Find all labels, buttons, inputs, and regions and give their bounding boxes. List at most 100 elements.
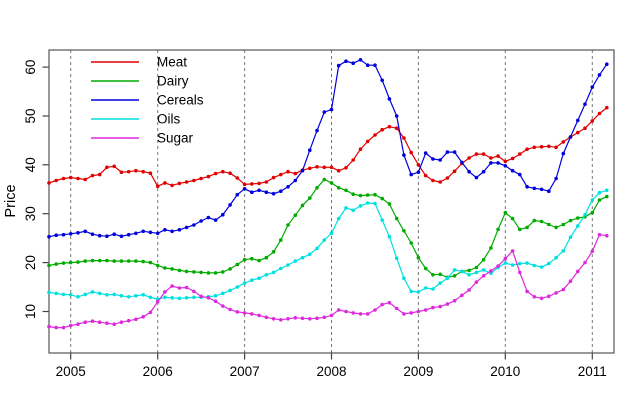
data-point-cereals (271, 191, 276, 196)
data-point-oils (163, 295, 167, 300)
data-point-meat (336, 168, 341, 173)
data-point-meat (68, 175, 73, 180)
data-point-dairy (438, 272, 443, 277)
data-point-sugar (358, 312, 363, 316)
data-point-oils (445, 276, 450, 281)
data-point-oils (409, 289, 414, 294)
data-point-oils (576, 224, 580, 228)
data-point-sugar (496, 264, 500, 268)
data-point-oils (126, 295, 131, 299)
data-point-meat (329, 165, 334, 170)
data-point-dairy (568, 218, 573, 223)
data-point-cereals (47, 234, 51, 239)
data-point-cereals (532, 186, 537, 191)
data-point-oils (119, 294, 124, 298)
data-point-meat (365, 139, 370, 144)
data-point-sugar (235, 310, 240, 314)
data-point-dairy (322, 177, 327, 182)
data-point-oils (293, 259, 298, 263)
data-point-cereals (452, 150, 457, 154)
data-point-sugar (68, 323, 73, 328)
data-point-oils (148, 295, 153, 300)
data-point-dairy (489, 246, 493, 250)
data-point-cereals (300, 168, 305, 173)
data-point-oils (416, 290, 421, 294)
data-point-oils (387, 234, 392, 239)
data-point-oils (257, 276, 261, 281)
series-sugar (47, 232, 609, 330)
data-point-cereals (481, 169, 486, 174)
data-point-meat (373, 133, 377, 137)
data-point-meat (112, 164, 116, 169)
data-point-sugar (329, 313, 334, 318)
x-tick-label-2011: 2011 (578, 364, 607, 379)
data-point-cereals (148, 230, 153, 235)
data-point-oils (547, 261, 551, 266)
y-tick-label-60: 60 (23, 60, 38, 75)
data-point-meat (97, 172, 102, 177)
legend-item-sugar: Sugar (91, 131, 194, 146)
data-point-meat (452, 169, 457, 173)
data-point-meat (423, 173, 428, 178)
data-point-oils (83, 292, 87, 297)
data-point-meat (518, 152, 522, 156)
data-point-sugar (184, 285, 189, 290)
legend-item-dairy: Dairy (91, 74, 189, 89)
legend-label-oils: Oils (157, 112, 180, 127)
data-point-dairy (539, 219, 544, 224)
data-point-sugar (61, 325, 66, 330)
data-point-dairy (518, 227, 522, 232)
data-point-dairy (380, 196, 385, 201)
data-point-cereals (141, 229, 145, 234)
data-point-cereals (423, 151, 428, 155)
data-point-dairy (300, 203, 305, 208)
data-point-dairy (192, 270, 196, 274)
data-point-sugar (452, 298, 457, 303)
data-point-sugar (525, 289, 529, 294)
data-point-meat (257, 181, 261, 186)
data-point-cereals (344, 59, 348, 63)
data-point-dairy (126, 259, 131, 263)
data-point-sugar (170, 284, 174, 288)
data-point-cereals (402, 153, 406, 157)
data-point-oils (423, 286, 428, 290)
data-point-cereals (438, 158, 443, 162)
data-point-meat (474, 152, 479, 156)
data-point-cereals (177, 228, 182, 232)
data-point-cereals (416, 170, 421, 174)
data-point-cereals (293, 178, 298, 183)
data-point-dairy (532, 218, 537, 223)
data-point-meat (242, 182, 247, 187)
data-point-dairy (358, 193, 363, 198)
data-point-cereals (54, 233, 58, 237)
data-point-cereals (257, 188, 261, 193)
data-point-oils (380, 218, 385, 222)
data-point-sugar (539, 296, 544, 301)
data-point-oils (597, 190, 602, 195)
data-point-sugar (510, 249, 515, 253)
data-point-oils (141, 293, 145, 297)
data-point-cereals (235, 192, 240, 197)
data-point-cereals (192, 223, 196, 227)
data-point-sugar (322, 315, 327, 320)
data-point-sugar (373, 308, 377, 312)
data-point-sugar (336, 308, 341, 312)
legend-label-sugar: Sugar (157, 131, 194, 146)
data-point-meat (279, 172, 283, 177)
data-point-oils (105, 293, 109, 297)
x-tick-label-2010: 2010 (490, 364, 520, 379)
plot-border (48, 49, 615, 354)
data-point-sugar (416, 309, 421, 314)
y-axis-title: Price (3, 184, 19, 217)
data-point-meat (445, 176, 450, 180)
data-point-sugar (293, 316, 298, 320)
data-point-oils (431, 287, 435, 291)
data-point-oils (568, 235, 573, 239)
data-point-dairy (221, 270, 225, 274)
data-point-meat (148, 171, 153, 175)
data-point-oils (329, 231, 334, 236)
data-point-oils (97, 291, 102, 296)
data-point-meat (90, 173, 95, 178)
data-point-oils (242, 281, 247, 285)
